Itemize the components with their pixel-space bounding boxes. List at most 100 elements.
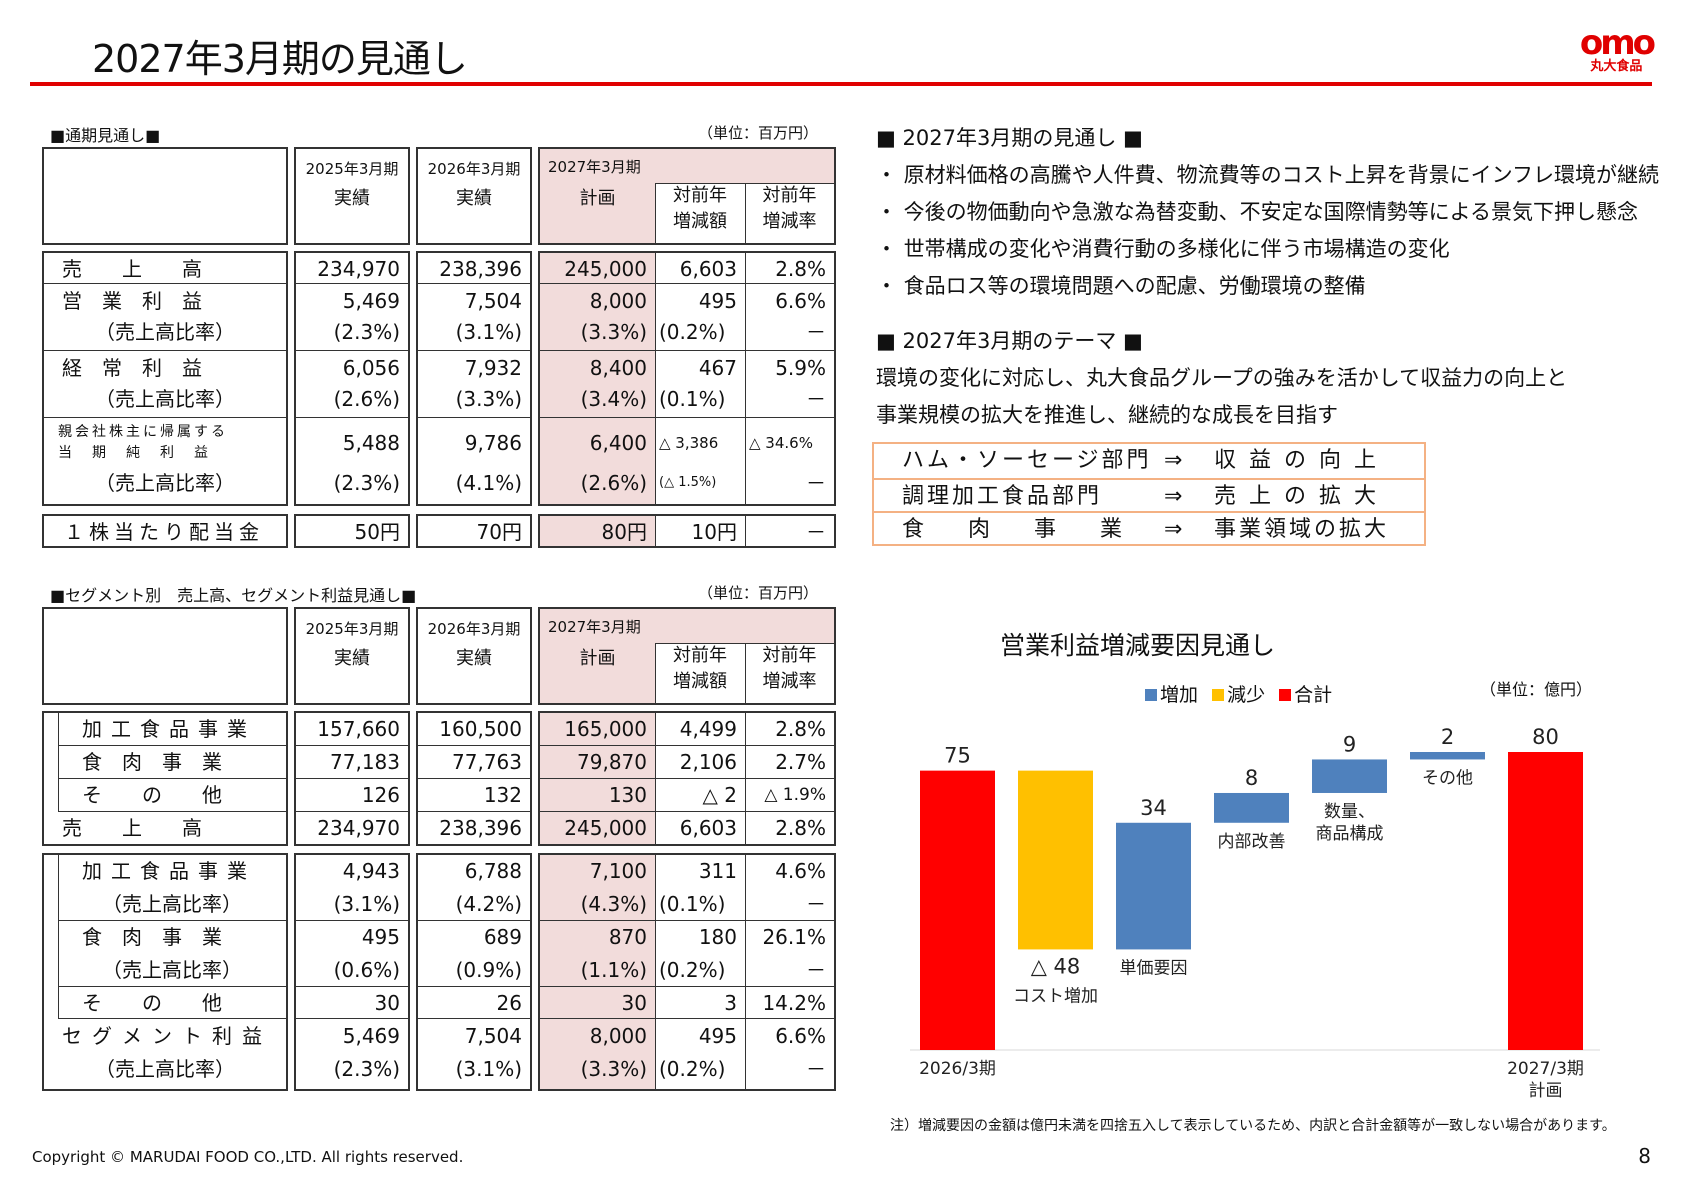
bar-3 <box>1214 792 1289 823</box>
cell-ord-rate: 5.9% <box>775 356 826 380</box>
seg-sales-2-2026: 132 <box>483 783 522 807</box>
cell-net-2025: 5,488 <box>342 431 400 455</box>
header-diff-amount-l1: 対前年 <box>673 185 727 206</box>
header-diff-rate-l2: 増減率 <box>762 211 817 232</box>
seg-header-2025: 2025年3月期 実績 <box>294 607 410 705</box>
seg-profit-5-2025: 5,469 <box>342 1024 400 1048</box>
theme-row-0-left: ハム・ソーセージ部門 <box>902 448 1152 473</box>
seg-header-2027-period: 2027年3月期 <box>548 618 641 636</box>
value-label-5: 2 <box>1441 725 1454 749</box>
theme-text-2: 事業規模の拡大を推進し、継続的な成長を目指す <box>876 403 1338 427</box>
outlook-bullet-1: ・ 今後の物価動向や急激な為替変動、不安定な国際情勢等による景気下押し懸念 <box>876 200 1639 224</box>
table1-col-2027: 245,000 8,000 (3.3%) 8,400 (3.4%) 6,400 … <box>538 251 836 506</box>
seg-sales-col-2027: 165,000 79,870 130 245,000 4,499 2,106 △… <box>538 711 836 846</box>
seg-profit-label-column: 加工食品事業 （売上高比率） 食 肉 事 業 （売上高比率） そ の 他 セグメ… <box>42 853 288 1091</box>
seg-profit-3-amt: (0.2%) <box>659 958 726 982</box>
seg-profit-2-2027: 870 <box>608 925 647 949</box>
seg-profit-2-rate: 26.1% <box>762 925 826 949</box>
cell-ord-amt: 467 <box>698 356 737 380</box>
seg-profit-1-2026: (4.2%) <box>455 892 522 916</box>
row-label-net-2: 当 期 純 利 益 <box>58 445 211 461</box>
legend-increase-swatch <box>1145 689 1157 701</box>
outlook-bullet-2: ・ 世帯構成の変化や消費行動の多様化に伴う市場構造の変化 <box>876 237 1450 261</box>
seg-header-2026-period: 2026年3月期 <box>427 620 521 638</box>
seg-header-blank <box>42 607 288 705</box>
cell-op-2025: 5,469 <box>342 289 400 313</box>
cell-net-ratio-2025: (2.3%) <box>333 471 400 495</box>
cell-sales-2027: 245,000 <box>564 257 647 281</box>
bar-5 <box>1410 752 1485 760</box>
page-number: 8 <box>1638 1144 1651 1168</box>
theme-text-1: 環境の変化に対応し、丸大食品グループの強みを活かして収益力の向上と <box>876 366 1568 390</box>
theme-heading: ■ 2027年3月期のテーマ ■ <box>876 329 1143 353</box>
cell-op-ratio-rate: － <box>806 320 826 344</box>
chart-title: 営業利益増減要因見通し <box>1000 631 1276 660</box>
seg-sales-col-2026: 160,500 77,763 132 238,396 <box>416 711 532 846</box>
legend-total-swatch <box>1279 689 1292 701</box>
cell-net-ratio-2027: (2.6%) <box>580 471 647 495</box>
value-label-1: △ 48 <box>1031 954 1081 978</box>
cell-ord-ratio-rate: － <box>806 387 826 411</box>
seg-header-diff-rate-l1: 対前年 <box>762 645 817 666</box>
seg-profit-2-2025: 495 <box>361 925 400 949</box>
cell-net-2026: 9,786 <box>464 431 522 455</box>
seg-profit-label-0: 加工食品事業 <box>82 859 256 883</box>
seg-sales-label-3: 売 上 高 <box>62 816 202 840</box>
cell-net-rate: △ 34.6% <box>749 434 813 452</box>
table2-unit: （単位：百万円） <box>698 584 819 602</box>
seg-profit-6-2027: (3.3%) <box>580 1057 647 1081</box>
row-dividend-label-box: １株当たり配当金 <box>42 514 288 548</box>
seg-profit-5-amt: 495 <box>698 1024 737 1048</box>
legend-total: 合計 <box>1279 684 1332 706</box>
seg-header-2027-sub: 計画 <box>579 648 616 669</box>
table1-label: ■通期見通し■ <box>50 126 161 145</box>
header-2027: 2027年3月期 計画 対前年 増減額 対前年 増減率 <box>538 147 836 245</box>
seg-sales-2-rate: △ 1.9% <box>764 785 826 805</box>
chart-unit: （単位：億円） <box>1480 680 1593 699</box>
cell-op-ratio-amt: (0.2%) <box>659 320 726 344</box>
seg-profit-6-2025: (2.3%) <box>333 1057 400 1081</box>
cell-sales-2025: 234,970 <box>317 257 400 281</box>
seg-profit-1-rate: － <box>806 892 826 916</box>
cell-net-ratio-2026: (4.1%) <box>455 471 522 495</box>
seg-sales-2-2025: 126 <box>361 783 400 807</box>
outlook-bullet-3: ・ 食品ロス等の環境問題への配慮、労働環境の整備 <box>876 274 1366 298</box>
cell-ord-2025: 6,056 <box>342 356 400 380</box>
logo-mark: omo <box>1579 23 1656 63</box>
cell-ord-ratio-2025: (2.6%) <box>333 387 400 411</box>
seg-sales-3-2025: 234,970 <box>317 816 400 840</box>
seg-sales-0-rate: 2.8% <box>775 717 826 741</box>
seg-profit-2-2026: 689 <box>483 925 522 949</box>
row-label-sales: 売 上 高 <box>62 257 202 281</box>
cell-div-amt: 10円 <box>691 520 737 544</box>
header-2025-period: 2025年3月期 <box>305 160 399 178</box>
row-label-dividend: １株当たり配当金 <box>64 520 264 544</box>
header-2026-sub: 実績 <box>456 188 492 209</box>
header-2027-sub: 計画 <box>579 188 616 209</box>
seg-profit-1-2025: (3.1%) <box>333 892 400 916</box>
seg-sales-0-amt: 4,499 <box>679 717 737 741</box>
value-label-0: 75 <box>944 744 971 768</box>
seg-sales-2-amt: △ 2 <box>702 783 737 807</box>
seg-sales-1-2026: 77,763 <box>452 750 522 774</box>
cell-net-amt: △ 3,386 <box>659 434 719 452</box>
table2-label: ■セグメント別 売上高、セグメント利益見通し■ <box>50 586 417 605</box>
seg-profit-0-2027: 7,100 <box>589 859 647 883</box>
category-label-3-0: 内部改善 <box>1218 832 1286 852</box>
seg-profit-col-2027: 7,100 (4.3%) 870 (1.1%) 30 8,000 (3.3%) … <box>538 853 836 1091</box>
seg-profit-4-rate: 14.2% <box>762 991 826 1015</box>
cell-sales-amt: 6,603 <box>679 257 737 281</box>
title-underline <box>30 82 1652 86</box>
cell-div-2026-box: 70円 <box>416 514 532 548</box>
theme-row-1-left: 調理加工食品部門 <box>902 484 1103 509</box>
row-label-net-1: 親会社株主に帰属する <box>58 424 228 440</box>
theme-table: ハム・ソーセージ部門 ⇒ 収 益 の 向 上 調理加工食品部門 ⇒ 売 上 の … <box>872 442 1426 546</box>
cell-net-2027: 6,400 <box>589 431 647 455</box>
cell-op-ratio-2025: (2.3%) <box>333 320 400 344</box>
value-label-4: 9 <box>1343 732 1356 756</box>
seg-sales-3-amt: 6,603 <box>679 816 737 840</box>
seg-header-2026: 2026年3月期 実績 <box>416 607 532 705</box>
cell-div-2027: 80円 <box>601 520 647 544</box>
seg-profit-label-6: （売上高比率） <box>95 1057 235 1081</box>
legend-decrease-label: 減少 <box>1227 684 1266 706</box>
